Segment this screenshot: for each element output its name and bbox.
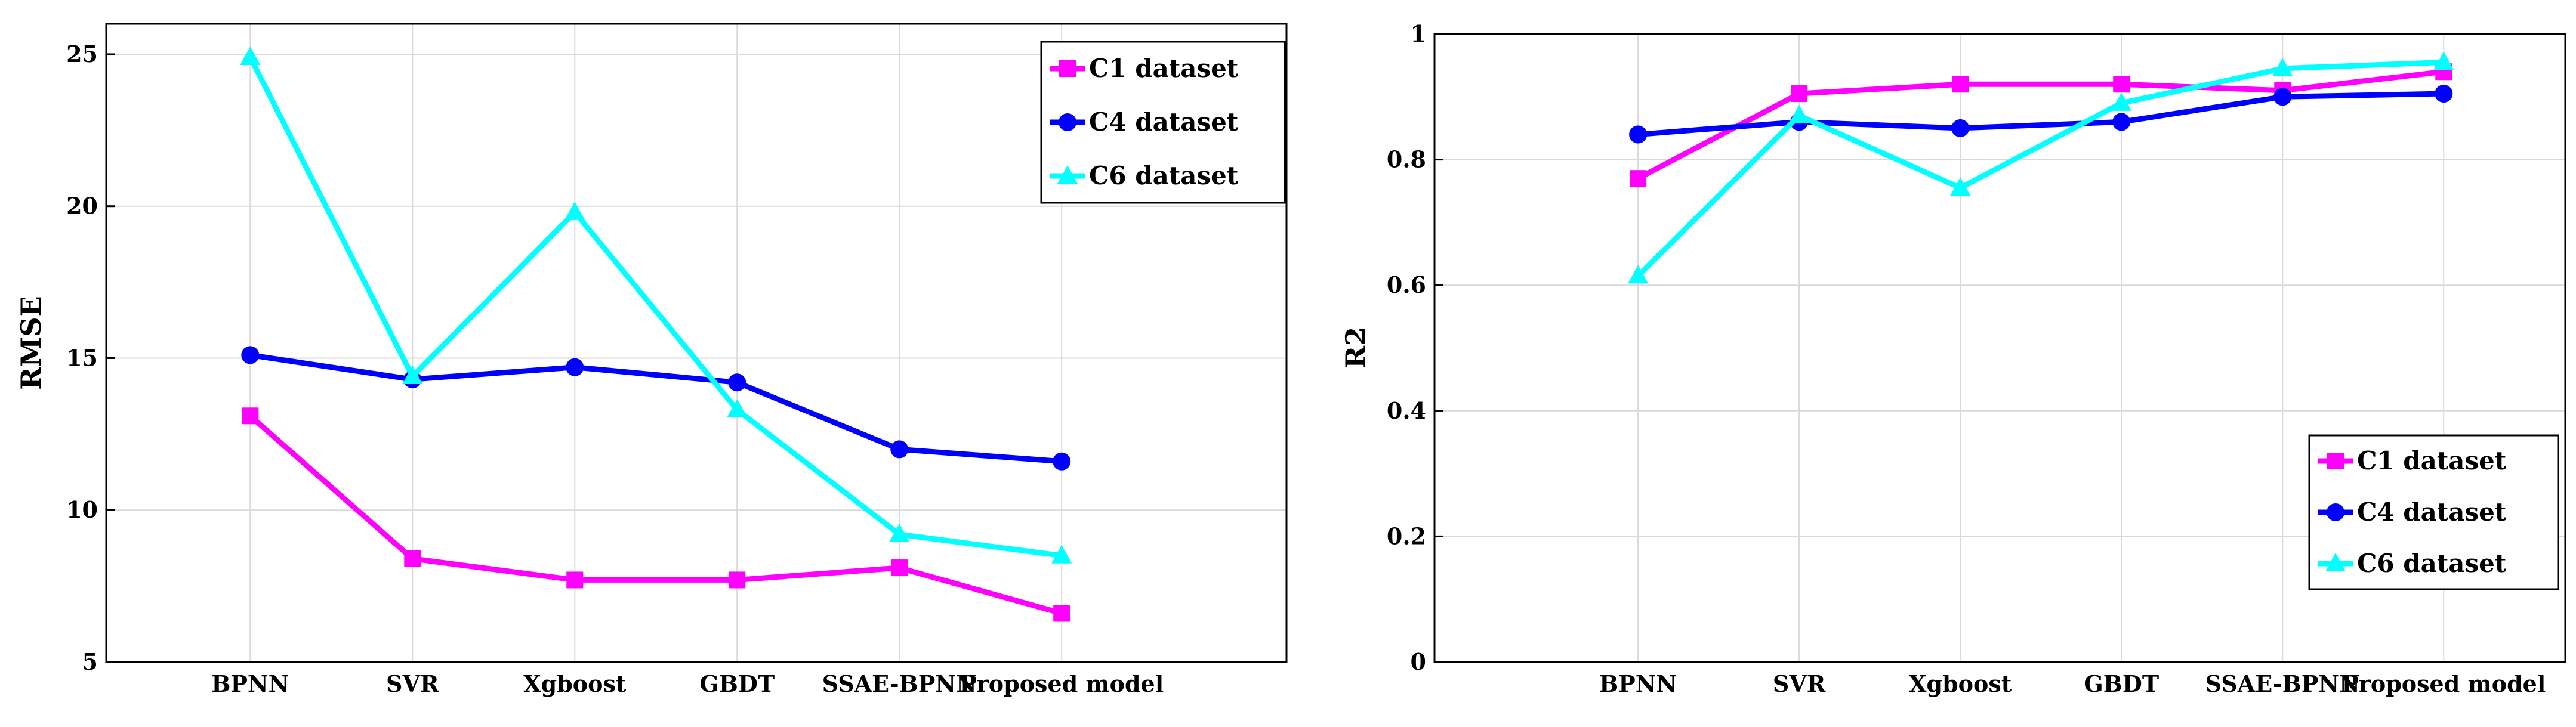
rmse-x-tick-label-xgboost: Xgboost: [523, 670, 627, 697]
r2-point-c6-dataset-xgboost: [1950, 177, 1971, 196]
rmse-point-c6-dataset-xgboost: [564, 201, 585, 220]
rmse-x-tick-label-bpnn: BPNN: [211, 670, 289, 697]
rmse-line-c6-dataset: [247, 54, 1065, 559]
r2-line-c1-dataset: [1635, 69, 2447, 181]
rmse-point-c6-dataset-proposed-model: [1051, 545, 1072, 564]
r2-series-c6-dataset: [1628, 51, 2454, 284]
r2-point-c6-dataset-proposed-model: [2433, 51, 2454, 70]
r2-point-c1-dataset-bpnn: [1630, 170, 1647, 187]
rmse-point-c4-dataset-gbdt: [728, 373, 746, 392]
r2-x-tick-label-bpnn: BPNN: [1599, 670, 1677, 697]
r2-point-c1-dataset-gbdt: [2113, 76, 2130, 93]
r2-series-c1-dataset: [1630, 63, 2452, 187]
r2-x-tick-label-xgboost: Xgboost: [1909, 670, 2012, 697]
rmse-legend-marker-c4-dataset: [1059, 113, 1076, 131]
rmse-y-axis-label: RMSE: [15, 296, 47, 389]
rmse-legend-marker-c6-dataset: [1057, 165, 1078, 184]
r2-point-c6-dataset-ssae-bpnn: [2272, 57, 2293, 76]
r2-legend: C1 dataset C4 dataset C6 dataset: [2308, 434, 2559, 590]
r2-legend-marker-c4-dataset: [2327, 503, 2344, 521]
r2-chart: 0 0.2 0.4 0.6 0.8 1 BPNN SVR Xgboost GBDT SSAE-BPN…: [1340, 20, 2566, 697]
r2-point-c4-dataset-gbdt: [2112, 113, 2131, 131]
rmse-point-c1-dataset-proposed-model: [1053, 605, 1070, 622]
r2-x-tick-label-gbdt: GBDT: [2084, 670, 2159, 697]
rmse-point-c1-dataset-bpnn: [242, 407, 259, 425]
rmse-y-tick-label: 25: [66, 41, 98, 67]
rmse-series-c6-dataset: [240, 47, 1072, 564]
r2-legend-marker-c6-dataset: [2325, 553, 2346, 571]
r2-y-tick-label: 0.4: [1387, 397, 1426, 424]
r2-point-c4-dataset-proposed-model: [2435, 85, 2453, 103]
rmse-point-c1-dataset-svr: [404, 550, 421, 567]
r2-y-tick-label: 1: [1411, 20, 1426, 47]
r2-x-tick-label-proposed-model: Proposed model: [2341, 670, 2546, 697]
rmse-y-tick-label: 10: [66, 496, 98, 523]
r2-point-c6-dataset-gbdt: [2111, 92, 2132, 111]
rmse-line-c1-dataset: [247, 413, 1065, 616]
r2-point-c6-dataset-svr: [1789, 104, 1810, 123]
rmse-legend-label-c4-dataset: C4 dataset: [1089, 107, 1239, 137]
rmse-legend-label-c6-dataset: C6 dataset: [1089, 161, 1239, 190]
rmse-axes-box: [105, 23, 1288, 663]
rmse-legend: C1 dataset C4 dataset C6 dataset: [1040, 41, 1286, 204]
r2-x-tick-label-svr: SVR: [1773, 670, 1826, 697]
rmse-point-c4-dataset-proposed-model: [1053, 452, 1071, 471]
r2-y-tick-label: 0: [1411, 648, 1426, 675]
rmse-point-c6-dataset-svr: [402, 366, 423, 385]
rmse-x-tick-label-ssae-bpnn: SSAE-BPNN: [822, 670, 977, 697]
rmse-point-c1-dataset-xgboost: [566, 571, 584, 589]
r2-y-tick-label: 0.6: [1387, 271, 1426, 298]
rmse-point-c6-dataset-ssae-bpnn: [889, 524, 910, 542]
r2-point-c1-dataset-xgboost: [1952, 76, 1969, 93]
r2-line-c6-dataset: [1635, 59, 2447, 279]
rmse-y-tick-label: 20: [66, 193, 98, 219]
rmse-point-c6-dataset-bpnn: [240, 47, 261, 66]
rmse-point-c6-dataset-gbdt: [727, 399, 748, 418]
rmse-legend-marker-c1-dataset: [1059, 60, 1076, 77]
r2-point-c4-dataset-xgboost: [1951, 119, 1970, 137]
rmse-x-tick-label-proposed-model: Proposed model: [960, 670, 1164, 697]
r2-axes-box: [1433, 33, 2566, 663]
rmse-series-c1-dataset: [242, 407, 1070, 622]
rmse-x-tick-label-svr: SVR: [386, 670, 439, 697]
r2-point-c4-dataset-ssae-bpnn: [2273, 88, 2292, 106]
r2-legend-marker-c1-dataset: [2327, 453, 2344, 469]
r2-point-c4-dataset-bpnn: [1629, 125, 1648, 144]
r2-line-c4-dataset: [1635, 91, 2447, 137]
r2-point-c1-dataset-svr: [1791, 85, 1808, 103]
r2-x-tick-label-ssae-bpnn: SSAE-BPNN: [2205, 670, 2360, 697]
rmse-point-c4-dataset-bpnn: [241, 346, 260, 364]
r2-y-axis-label: R2: [1340, 327, 1372, 369]
rmse-point-c1-dataset-ssae-bpnn: [891, 559, 908, 577]
rmse-point-c1-dataset-gbdt: [729, 571, 746, 589]
r2-legend-label-c1-dataset: C1 dataset: [2357, 446, 2507, 475]
rmse-legend-label-c1-dataset: C1 dataset: [1089, 54, 1239, 83]
rmse-line-c4-dataset: [247, 352, 1065, 465]
rmse-y-tick-label: 5: [82, 648, 98, 675]
rmse-y-tick-label: 15: [66, 344, 98, 371]
rmse-point-c4-dataset-ssae-bpnn: [890, 440, 909, 459]
r2-legend-label-c6-dataset: C6 dataset: [2357, 549, 2507, 578]
r2-legend-label-c4-dataset: C4 dataset: [2357, 497, 2507, 527]
rmse-point-c4-dataset-xgboost: [566, 358, 584, 376]
r2-y-tick-label: 0.8: [1387, 146, 1426, 173]
r2-y-tick-label: 0.2: [1387, 522, 1426, 549]
rmse-x-tick-label-gbdt: GBDT: [699, 670, 775, 697]
rmse-chart: 5 10 15 20 25 BPNN SVR Xgboost GBDT SSAE-BPNNProp…: [15, 23, 1288, 697]
r2-point-c6-dataset-bpnn: [1628, 265, 1649, 284]
